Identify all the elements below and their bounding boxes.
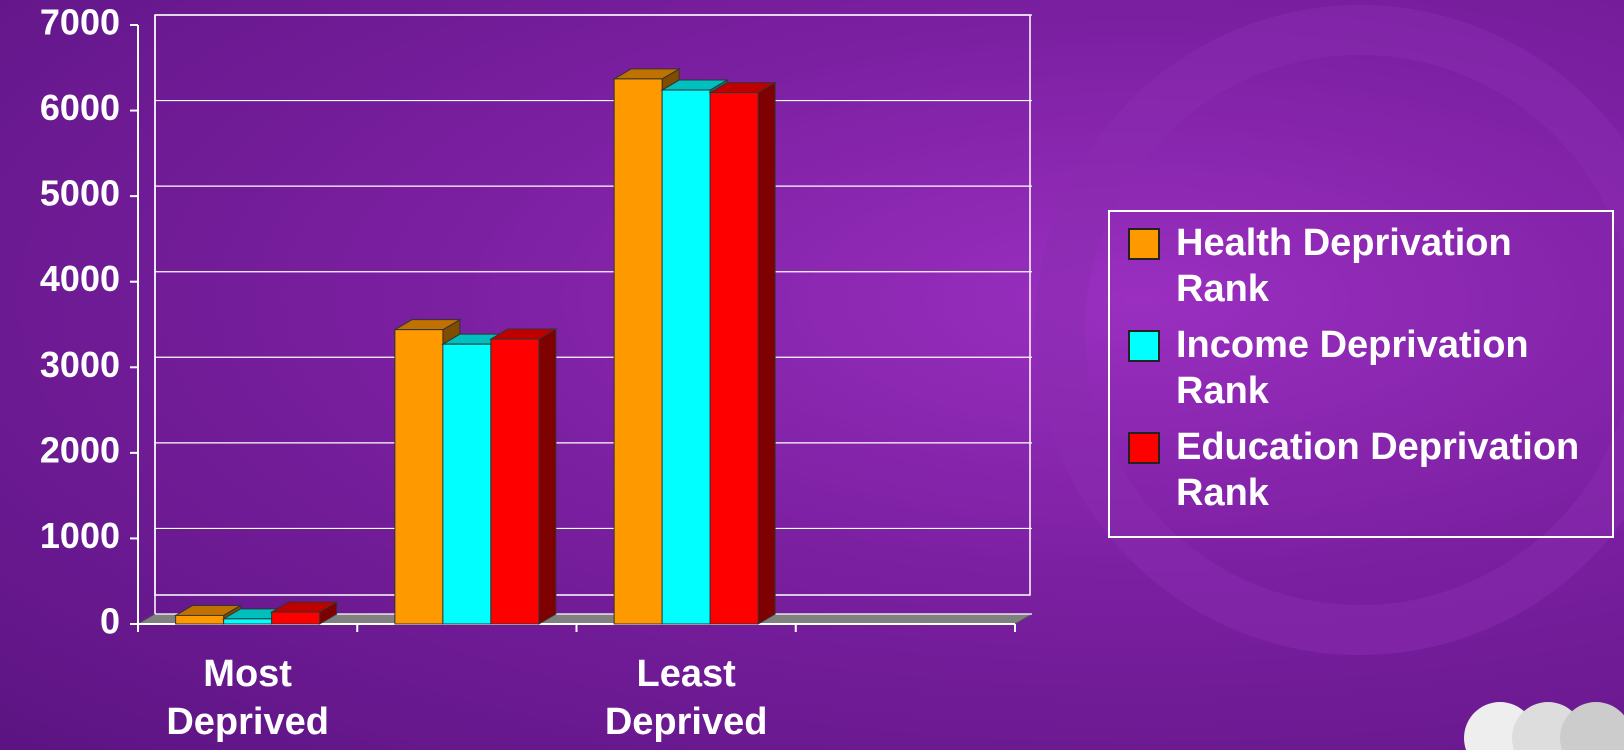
legend-item: Income Deprivation Rank	[1128, 322, 1602, 414]
bar-front	[490, 338, 540, 625]
back-wall	[154, 14, 1031, 596]
y-tick-label: 3000	[40, 344, 120, 385]
decor-ring	[1035, 5, 1624, 655]
legend-swatch	[1128, 432, 1160, 464]
bar-front	[271, 611, 321, 625]
y-tick-label: 7000	[40, 2, 120, 43]
bar-front	[223, 618, 273, 625]
y-tick-label: 0	[100, 601, 120, 642]
bar	[489, 328, 558, 625]
bar-side	[538, 328, 557, 625]
logo	[1464, 702, 1624, 750]
legend-swatch	[1128, 330, 1160, 362]
y-tick-label: 2000	[40, 429, 120, 470]
bar-front	[661, 89, 711, 625]
legend-label: Education Deprivation Rank	[1176, 426, 1580, 514]
bar-front	[709, 92, 759, 625]
legend-label: Health Deprivation Rank	[1176, 222, 1512, 310]
legend-swatch	[1128, 228, 1160, 260]
legend-label: Income Deprivation Rank	[1176, 324, 1529, 412]
bar-front	[394, 329, 444, 625]
y-tick-label: 5000	[40, 173, 120, 214]
bar	[269, 601, 339, 625]
legend-item: Education Deprivation Rank	[1128, 424, 1602, 516]
bar-side	[757, 81, 776, 625]
x-tick-label: Most Deprived	[166, 653, 329, 743]
legend: Health Deprivation Rank Income Deprivatio…	[1108, 210, 1614, 538]
bar-front	[175, 614, 225, 625]
y-tick-label: 4000	[40, 258, 120, 299]
y-tick-label: 1000	[40, 515, 120, 556]
legend-item: Health Deprivation Rank	[1128, 220, 1602, 312]
bar-front	[442, 343, 492, 625]
bar-front	[613, 78, 663, 625]
x-tick-label: Least Deprived	[604, 653, 768, 743]
y-tick-label: 6000	[40, 87, 120, 128]
bar	[708, 81, 777, 625]
